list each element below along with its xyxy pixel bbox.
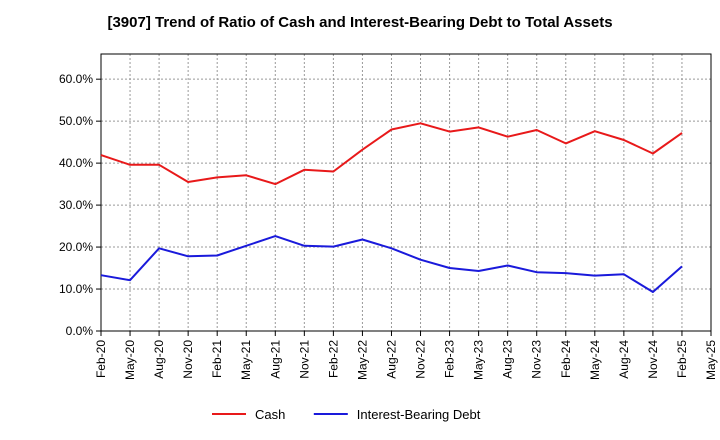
x-tick-label: May-25 [704,340,718,380]
x-tick-label: Feb-24 [559,340,573,378]
x-axis: Feb-20 May-20 Aug-20 Nov-20 Feb-21 May-21 Aug-… [94,331,718,380]
chart-title: [3907] Trend of Ratio of Cash and Intere… [107,14,613,31]
y-tick-label: 40.0% [59,156,93,170]
x-tick-label: Feb-22 [326,340,340,378]
y-tick-label: 50.0% [59,114,93,128]
legend-label-interest-bearing-debt: Interest-Bearing Debt [357,407,481,422]
x-tick-label: Aug-21 [268,340,282,379]
x-tick-label: Nov-20 [181,340,195,379]
y-tick-label: 20.0% [59,240,93,254]
x-tick-label: May-23 [472,340,486,380]
x-tick-label: Feb-23 [443,340,457,378]
x-tick-label: May-24 [588,340,602,380]
legend: Cash Interest-Bearing Debt [212,407,481,422]
legend-label-cash: Cash [255,407,285,422]
x-tick-label: Feb-21 [210,340,224,378]
series-line-interest-bearing-debt [100,235,683,293]
series-line-cash [100,122,683,186]
x-tick-label: Nov-22 [414,340,428,379]
y-tick-label: 30.0% [59,198,93,212]
plot-frame [100,53,712,332]
y-tick-label: 0.0% [66,324,94,338]
y-axis: 0.0% 10.0% 20.0% 30.0% 40.0% 50.0% 60.0% [59,72,101,338]
x-tick-label: Aug-23 [501,340,515,379]
x-tick-label: Feb-20 [94,340,108,378]
x-tick-label: May-21 [239,340,253,380]
y-tick-label: 60.0% [59,72,93,86]
x-tick-label: Aug-24 [617,340,631,379]
series-layer [100,122,683,293]
x-tick-label: Aug-22 [384,340,398,379]
gridlines [100,54,712,332]
x-tick-label: Aug-20 [152,340,166,379]
x-tick-label: Nov-21 [297,340,311,379]
x-tick-label: Nov-24 [646,340,660,379]
x-tick-label: May-22 [355,340,369,380]
x-tick-label: May-20 [123,340,137,380]
x-tick-label: Nov-23 [530,340,544,379]
x-tick-label: Feb-25 [675,340,689,378]
y-tick-label: 10.0% [59,282,93,296]
